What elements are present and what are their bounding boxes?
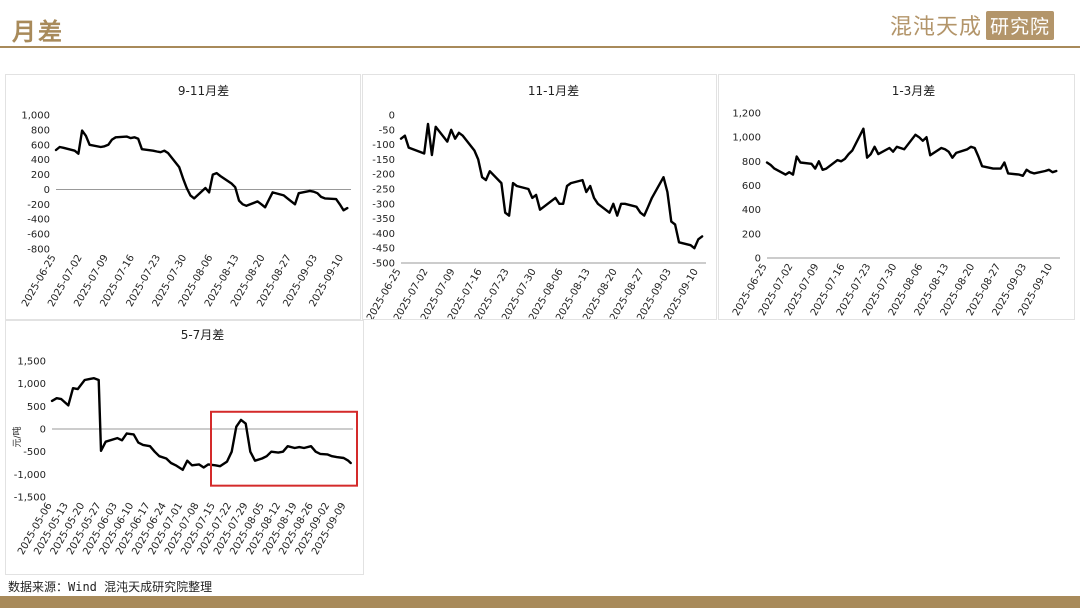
y-tick-label: 800 (31, 125, 50, 136)
y-tick-label: -500 (23, 447, 46, 458)
highlight-box (210, 410, 358, 487)
brand-name: 混沌天成 (889, 15, 982, 40)
series-line (765, 127, 1058, 178)
y-tick-label: -250 (372, 185, 395, 196)
y-axis-label: 元/吨 (11, 426, 23, 447)
y-tick-label: 800 (742, 157, 761, 168)
footer-bar (0, 596, 1080, 608)
chart-panel-9-11: 9-11月差 -800 -600 -400 -200 0 200 400 600 800 1,000… (5, 74, 361, 320)
y-tick-label: -50 (379, 125, 395, 136)
series-line (399, 122, 704, 250)
y-tick-label: -800 (27, 245, 50, 256)
y-tick-label: 0 (40, 425, 46, 436)
y-tick-label: 1,000 (732, 133, 761, 144)
y-tick-label: -400 (372, 229, 395, 240)
brand-logo: 混沌天成 研究院 (890, 10, 1054, 40)
y-tick-label: -1,500 (14, 493, 46, 504)
y-tick-label: -300 (372, 199, 395, 210)
page-title: 月差 (12, 17, 64, 46)
y-tick-label: 1,000 (21, 111, 50, 122)
series-line (50, 377, 352, 472)
chart-title: 5-7月差 (181, 328, 225, 342)
chart-svg: 11-1月差-500-450-400-350-300-250-200-150-1… (365, 84, 706, 319)
y-tick-label: -400 (27, 215, 50, 226)
y-tick-label: -600 (27, 230, 50, 241)
y-tick-label: -200 (372, 170, 395, 181)
series-line (54, 129, 349, 212)
y-tick-label: 0 (755, 254, 761, 265)
chart-title: 9-11月差 (178, 84, 229, 98)
chart-svg: 1-3月差02004006008001,0001,2002025-06-2520… (731, 84, 1060, 318)
y-tick-label: -150 (372, 155, 395, 166)
y-tick-label: 200 (31, 170, 50, 181)
source-note: 数据来源：Wind 混沌天成研究院整理 (8, 580, 213, 594)
y-tick-label: 0 (44, 185, 50, 196)
y-tick-label: 1,200 (732, 109, 761, 120)
y-tick-label: 600 (31, 140, 50, 151)
y-tick-label: 0 (389, 111, 395, 122)
y-tick-label: 400 (742, 205, 761, 216)
y-tick-label: -500 (372, 259, 395, 270)
y-tick-label: 600 (742, 181, 761, 192)
chart-title: 11-1月差 (528, 84, 579, 98)
y-tick-label: -450 (372, 244, 395, 255)
y-tick-label: 1,000 (17, 379, 46, 390)
y-tick-label: -350 (372, 214, 395, 225)
chart-svg: 9-11月差 -800 -600 -400 -200 0 200 400 600 800 1,000… (20, 84, 351, 309)
y-tick-label: 1,500 (17, 357, 46, 368)
brand-box-label: 研究院 (985, 10, 1054, 40)
chart-panel-5-7: 5-7月差 -1,500 -1,000 -500 0 500 1,000 1,500 2025-… (5, 320, 364, 575)
chart-panel-1-3: 1-3月差 0 200 400 600 800 1,000 1,200 2025-06-25 20… (718, 74, 1075, 320)
header-divider (0, 46, 1080, 48)
y-tick-label: -1,000 (14, 470, 46, 481)
y-tick-label: -100 (372, 140, 395, 151)
y-tick-label: 200 (742, 229, 761, 240)
chart-svg: 5-7月差-1,500-1,000-50005001,0001,5002025-… (11, 328, 358, 557)
chart-panel-11-1: 11-1月差 -500 -450 -400 -350 -300 -250 -200 -150 -1… (362, 74, 717, 320)
y-tick-label: 500 (27, 402, 46, 413)
chart-title: 1-3月差 (892, 84, 936, 98)
y-tick-label: 400 (31, 155, 50, 166)
y-tick-label: -200 (27, 200, 50, 211)
